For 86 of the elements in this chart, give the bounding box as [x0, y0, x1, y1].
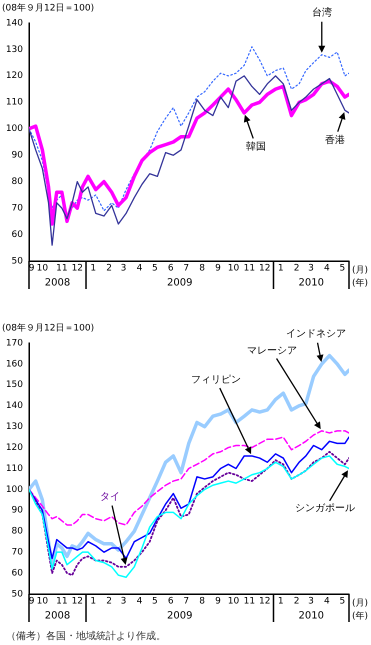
- x-tick-label: 10: [36, 596, 48, 607]
- x-tick-label: 9: [28, 596, 35, 607]
- y-tick-label: 50: [12, 589, 24, 600]
- x-tick-label: 7: [183, 264, 190, 274]
- y-tick-label: 100: [6, 484, 24, 495]
- x-tick-label: 11: [56, 596, 68, 607]
- text: 韓国: [246, 140, 266, 153]
- text: (年): [352, 610, 368, 622]
- text: タイ: [100, 491, 120, 502]
- text: 2009: [167, 610, 192, 622]
- x-tick-label: 2: [106, 264, 112, 274]
- x-tick-label: 12: [72, 264, 84, 274]
- y-tick-label: 140: [6, 401, 24, 412]
- text: 香港: [324, 134, 345, 146]
- y-tick-label: 170: [6, 338, 24, 348]
- text: 2010: [298, 610, 324, 622]
- x-tick-label: 9: [28, 264, 35, 274]
- y-tick-label: 80: [12, 177, 24, 188]
- x-tick-label: 9: [215, 264, 222, 274]
- y-tick-label: 90: [12, 150, 24, 161]
- x-tick-label: 4: [136, 596, 143, 607]
- text: マレーシア: [246, 345, 297, 356]
- x-tick-label: 12: [259, 596, 270, 607]
- x-tick-label: 1: [278, 264, 284, 274]
- text: 2010: [298, 278, 324, 289]
- x-tick-label: 1: [90, 596, 96, 607]
- y-axis-title: (08年９月12日＝100): [2, 2, 94, 14]
- y-tick-label: 110: [6, 464, 24, 474]
- x-tick-label: 4: [324, 264, 330, 274]
- text: シンガポール: [295, 503, 355, 514]
- x-tick-label: 3: [120, 264, 126, 274]
- text: 台湾: [312, 6, 332, 18]
- x-tick-label: 5: [152, 264, 158, 274]
- y-tick-label: 100: [6, 124, 24, 134]
- text: 2009: [167, 278, 192, 289]
- x-tick-label: 3: [308, 264, 314, 274]
- x-tick-label: 7: [183, 596, 190, 607]
- x-tick-label: 9: [215, 596, 222, 607]
- y-tick-label: 80: [12, 526, 24, 537]
- text: 2008: [44, 278, 70, 289]
- text: 2008: [44, 610, 70, 622]
- y-tick-label: 120: [6, 442, 24, 453]
- x-tick-label: 5: [339, 264, 346, 274]
- x-tick-label: 5: [339, 596, 346, 607]
- y-tick-label: 150: [6, 380, 24, 390]
- x-tick-label: 1: [90, 264, 96, 274]
- y-axis-title: (08年９月12日＝100): [2, 322, 94, 334]
- y-tick-label: 130: [6, 44, 24, 55]
- x-tick-label: 11: [244, 264, 256, 274]
- y-tick-label: 140: [6, 18, 24, 28]
- x-tick-label: 4: [136, 264, 143, 274]
- y-tick-label: 120: [6, 71, 24, 82]
- x-tick-label: 3: [308, 596, 314, 607]
- text: （備考）各国・地域統計より作成。: [6, 630, 166, 643]
- text: フィリピン: [190, 374, 241, 386]
- x-tick-label: 10: [228, 264, 240, 274]
- x-tick-label: 2: [294, 264, 300, 274]
- x-tick-label: 2: [294, 596, 300, 607]
- text: (年): [352, 277, 368, 288]
- y-tick-label: 70: [12, 548, 24, 558]
- x-tick-label: 6: [168, 264, 174, 274]
- y-tick-label: 50: [12, 256, 24, 266]
- x-tick-label: 10: [36, 264, 48, 274]
- y-tick-label: 110: [6, 98, 24, 108]
- x-tick-label: 12: [259, 264, 270, 274]
- x-tick-label: 8: [199, 264, 206, 274]
- x-tick-label: 12: [72, 596, 84, 607]
- y-tick-label: 130: [6, 422, 24, 432]
- text: インドネシア: [286, 328, 346, 340]
- x-tick-label: 3: [120, 596, 126, 607]
- x-tick-label: 11: [56, 264, 68, 274]
- x-tick-label: 5: [152, 596, 158, 607]
- text: (月): [352, 265, 368, 276]
- x-tick-label: 4: [324, 596, 330, 607]
- x-tick-label: 1: [278, 596, 284, 607]
- y-tick-label: 160: [6, 359, 24, 370]
- y-tick-label: 70: [12, 203, 24, 214]
- y-tick-label: 90: [12, 506, 24, 516]
- x-tick-label: 2: [106, 596, 112, 607]
- x-tick-label: 8: [199, 596, 206, 607]
- x-tick-label: 10: [228, 596, 240, 607]
- x-tick-label: 6: [168, 596, 174, 607]
- text: (月): [352, 598, 368, 608]
- y-tick-label: 60: [12, 568, 24, 578]
- x-tick-label: 11: [244, 596, 256, 607]
- y-tick-label: 60: [12, 230, 24, 240]
